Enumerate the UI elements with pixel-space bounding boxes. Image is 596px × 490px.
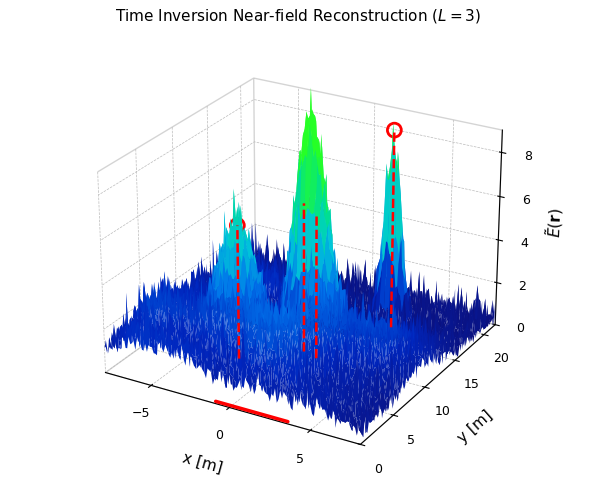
Title: Time Inversion Near-field Reconstruction ($L = 3$): Time Inversion Near-field Reconstruction… xyxy=(115,7,481,25)
X-axis label: x [m]: x [m] xyxy=(181,450,225,476)
Y-axis label: y [m]: y [m] xyxy=(455,408,495,446)
